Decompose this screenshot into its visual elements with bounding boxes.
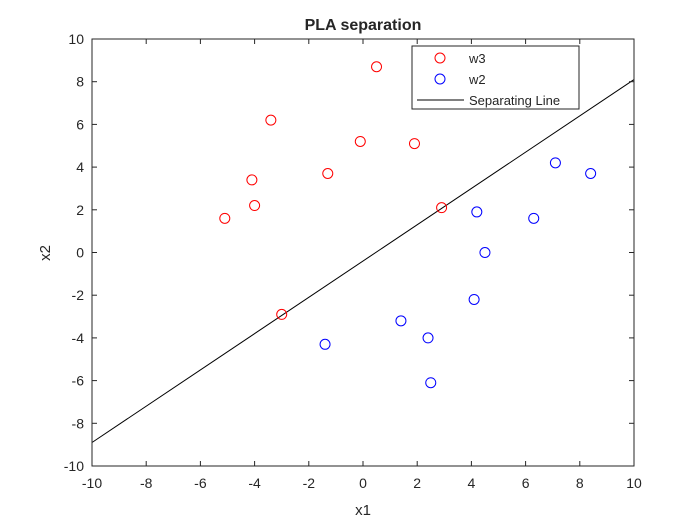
data-point-w3 [371,61,383,73]
data-point-w3 [246,174,258,186]
x-tick-label: 6 [522,475,530,491]
legend-label-w3: w3 [468,51,486,66]
x-tick-label: -2 [303,475,316,491]
data-point-w3 [276,308,288,320]
y-tick-label: 0 [76,245,84,261]
x-tick-label: 4 [468,475,476,491]
x-tick-label: 0 [359,475,367,491]
data-point-w2 [549,157,561,169]
ticks-layer: -10 -8 -6 -4 -2 0 2 4 6 8 10 -10 -8 -6 -4 -2 0 2 4 6 8 10 [64,31,642,491]
x-axis-label: x1 [355,502,371,519]
legend-box [411,45,580,110]
data-point-w2 [395,315,407,327]
data-point-w3 [219,212,231,224]
data-point-w2 [319,338,331,350]
x-tick-label: -6 [194,475,207,491]
x-tick-label: 2 [413,475,421,491]
separating-line [91,79,635,443]
x-tick-label: 10 [626,475,642,491]
y-tick-label: -4 [72,330,85,346]
data-point-w2 [585,168,597,180]
data-point-w3 [354,135,366,147]
plot-background [92,39,634,466]
separating-line-layer [91,79,635,443]
x-tick-label: -8 [140,475,153,491]
y-tick-label: 4 [76,159,84,175]
y-tick-label: -2 [72,287,85,303]
legend-label-w2: w2 [468,72,486,87]
y-tick-label: 10 [68,31,84,47]
y-tick-label: -10 [64,458,84,474]
data-point-w3 [249,200,261,212]
data-point-w3 [322,168,334,180]
chart-title: PLA separation [305,17,422,34]
y-tick-label: -8 [72,415,85,431]
x-tick-label: 8 [576,475,584,491]
data-point-w3 [436,202,448,214]
y-tick-label: -6 [72,373,85,389]
data-point-w2 [425,377,437,389]
data-point-w2 [471,206,483,218]
legend: w3 w2 Separating Line [411,45,580,110]
data-point-w3 [265,114,277,126]
y-axis-label: x2 [37,245,54,261]
points-layer [219,61,597,389]
legend-marker-w3 [434,52,446,64]
y-tick-label: 2 [76,202,84,218]
data-point-w2 [422,332,434,344]
x-tick-label: -4 [248,475,261,491]
data-point-w2 [479,247,491,258]
y-tick-label: 8 [76,74,84,90]
x-tick-label: -10 [82,475,102,491]
data-point-w2 [468,293,480,305]
data-point-w2 [528,212,540,224]
y-tick-label: 6 [76,116,84,132]
legend-marker-w2 [434,73,446,85]
legend-label-separating-line: Separating Line [469,93,560,108]
data-point-w3 [408,138,420,150]
